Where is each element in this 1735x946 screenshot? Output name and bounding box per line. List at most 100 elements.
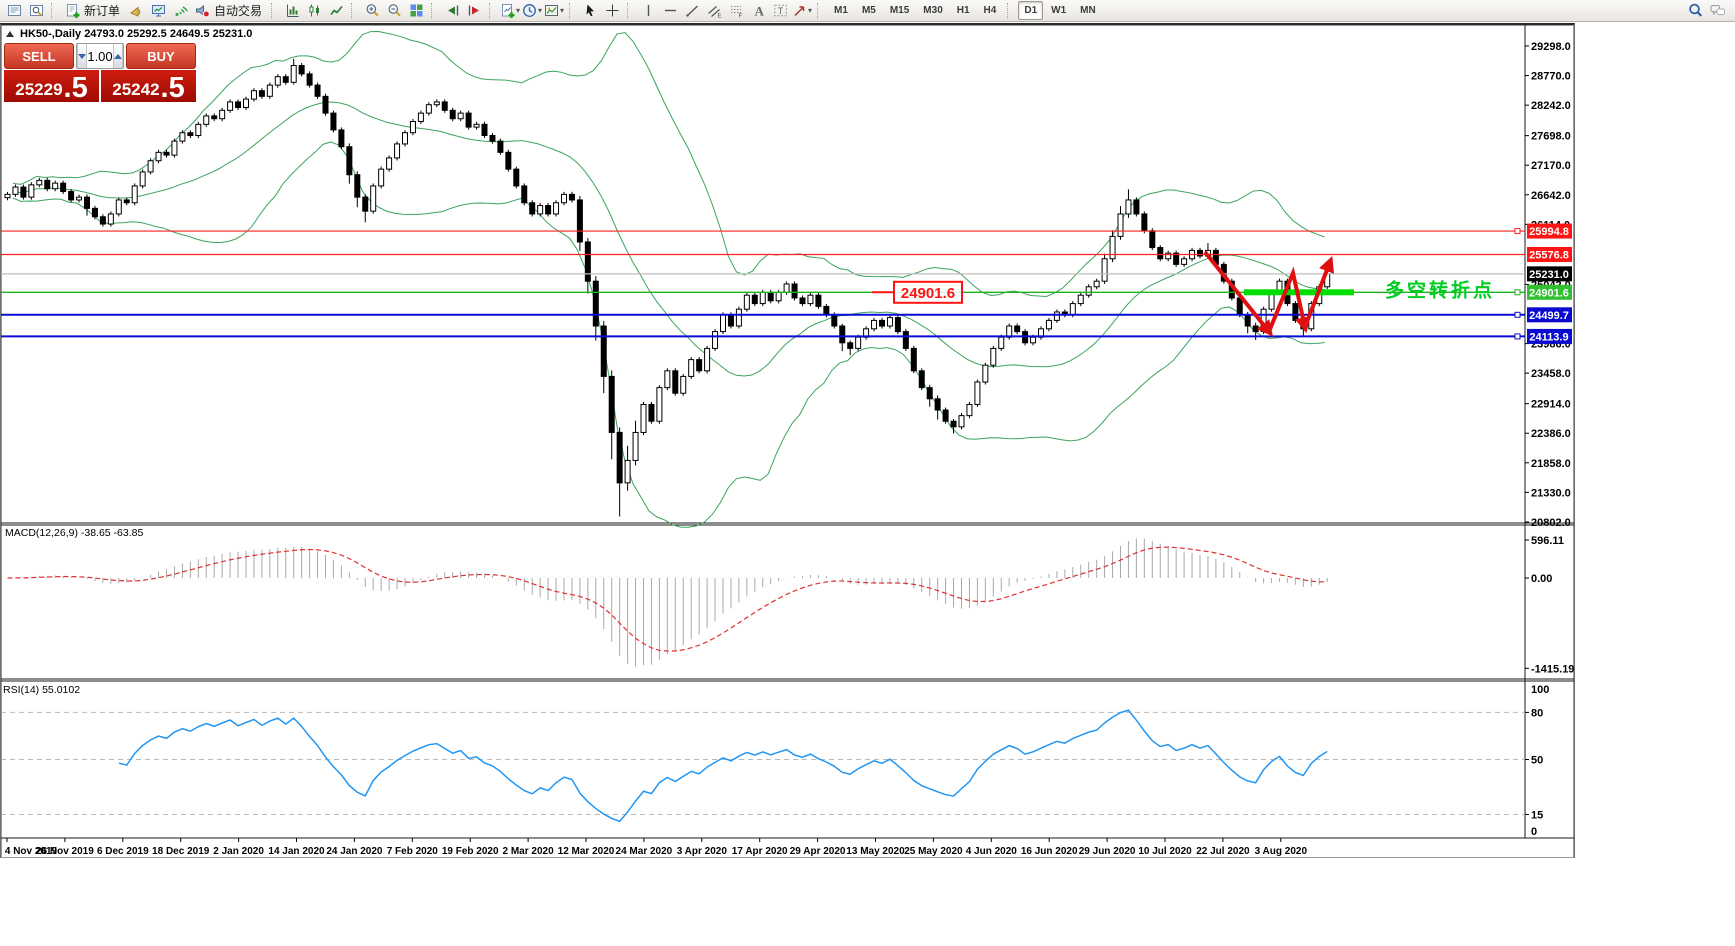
timeframe-m15-button[interactable]: M15 — [889, 5, 910, 16]
timeframe-h1-button[interactable]: H1 — [956, 5, 970, 16]
line-handle[interactable] — [1514, 289, 1521, 296]
price-tick-label: 20802.0 — [1531, 517, 1571, 529]
date-tick-label[interactable]: 2 Mar 2020 — [503, 846, 555, 857]
fibonacci-icon[interactable]: F — [725, 1, 747, 20]
line-handle[interactable] — [1514, 311, 1521, 318]
trendline-icon[interactable] — [681, 1, 703, 20]
buy-button[interactable]: BUY — [126, 43, 196, 69]
date-tick-label[interactable]: 7 Feb 2020 — [387, 846, 439, 857]
candle-body — [656, 387, 663, 422]
candle-body — [807, 294, 814, 305]
candle-body — [155, 151, 162, 162]
date-tick-label[interactable]: 29 Jun 2020 — [1079, 846, 1136, 857]
date-tick-label[interactable]: 22 Jul 2020 — [1196, 846, 1250, 857]
zigzag-arrow-annotation[interactable] — [1267, 266, 1311, 334]
buy-price-button[interactable]: 25242.5 — [101, 70, 196, 103]
crosshair-icon[interactable] — [601, 1, 623, 20]
profiles-icon[interactable]: ▾ — [521, 1, 543, 20]
horizontal-line-icon[interactable] — [659, 1, 681, 20]
turning-point-annotation[interactable]: 多空转折点 — [1385, 278, 1495, 301]
arrows-icon[interactable]: ▾ — [791, 1, 813, 20]
market-watch-icon[interactable] — [3, 1, 25, 20]
zoom-in-icon[interactable] — [361, 1, 383, 20]
sell-price-int: 25229 — [15, 80, 63, 99]
volume-increase-button[interactable] — [112, 44, 123, 68]
line-handle[interactable] — [1514, 333, 1521, 340]
date-tick-label[interactable]: 6 Dec 2019 — [97, 846, 149, 857]
date-tick-label[interactable]: 14 Jan 2020 — [268, 846, 325, 857]
vertical-line-icon[interactable] — [637, 1, 659, 20]
candle-body — [346, 146, 353, 176]
volume-value[interactable]: 1.00 — [87, 48, 113, 64]
timeframe-mn-button[interactable]: MN — [1080, 5, 1096, 16]
line-chart-icon[interactable] — [325, 1, 347, 20]
candle-body — [362, 196, 369, 212]
timeframe-m5-button[interactable]: M5 — [861, 5, 876, 16]
date-tick-label[interactable]: 18 Dec 2019 — [152, 846, 210, 857]
candle-body — [409, 121, 416, 134]
date-tick-label[interactable]: 17 Apr 2020 — [732, 846, 788, 857]
timeframe-m30-button[interactable]: M30 — [923, 5, 943, 16]
date-tick-label[interactable]: 19 Feb 2020 — [442, 846, 499, 857]
autotrading-icon[interactable] — [191, 1, 213, 20]
candle-body — [441, 101, 448, 111]
chat-icon[interactable] — [1706, 1, 1728, 20]
terminal-icon[interactable] — [147, 1, 169, 20]
date-tick-label[interactable]: 3 Aug 2020 — [1255, 846, 1308, 857]
zigzag-arrow-annotation[interactable] — [1203, 250, 1274, 337]
chart-shift-icon[interactable] — [463, 1, 485, 20]
sell-price-button[interactable]: 25229.5 — [4, 70, 99, 103]
bar-chart-icon[interactable] — [281, 1, 303, 20]
date-tick-label[interactable]: 29 Apr 2020 — [790, 846, 846, 857]
new-order-icon[interactable] — [61, 1, 83, 20]
candle-body — [1125, 199, 1132, 215]
text-icon[interactable]: A — [747, 1, 769, 20]
equidistant-channel-icon[interactable]: E — [703, 1, 725, 20]
auto-scroll-icon[interactable] — [441, 1, 463, 20]
chart-window: MACD(12,26,9) -38.65 -63.85 596.11 0.00 -14… — [0, 23, 1575, 858]
metaeditor-icon[interactable] — [125, 1, 147, 20]
date-tick-label[interactable]: 3 Apr 2020 — [677, 846, 728, 857]
search-icon[interactable] — [1684, 1, 1706, 20]
date-tick-label[interactable]: 16 Jun 2020 — [1021, 846, 1078, 857]
zoom-out-icon[interactable] — [383, 1, 405, 20]
date-tick-label[interactable]: 10 Jul 2020 — [1138, 846, 1192, 857]
bollinger-upper-band — [12, 31, 1325, 297]
new-order-label[interactable]: 新订单 — [84, 4, 121, 18]
timeframe-m1-button[interactable]: M1 — [834, 5, 848, 16]
timeframe-d1-button[interactable]: D1 — [1018, 1, 1044, 20]
date-tick-label[interactable]: 24 Jan 2020 — [326, 846, 383, 857]
chart-canvas[interactable]: MACD(12,26,9) -38.65 -63.85 596.11 0.00 -14… — [1, 25, 1574, 858]
signals-icon[interactable] — [169, 1, 191, 20]
timeframe-h4-button[interactable]: H4 — [983, 5, 997, 16]
sell-button[interactable]: SELL — [4, 43, 74, 69]
date-tick-label[interactable]: 4 Jun 2020 — [966, 846, 1018, 857]
toolbar-right-group — [1684, 1, 1728, 20]
timeframe-w1-button[interactable]: W1 — [1051, 5, 1067, 16]
data-window-icon[interactable] — [25, 1, 47, 20]
date-tick-label[interactable]: 26 Nov 2019 — [36, 846, 94, 857]
date-tick-label[interactable]: 4 Nov 2019 — [5, 846, 58, 857]
rsi-tick-label: 100 — [1531, 684, 1549, 696]
chart-title: HK50-,Daily 24793.0 25292.5 24649.5 2523… — [20, 28, 253, 40]
cursor-icon[interactable] — [579, 1, 601, 20]
candlestick-chart-icon[interactable] — [303, 1, 325, 20]
autotrading-label[interactable]: 自动交易 — [214, 4, 263, 18]
candle-body — [791, 283, 798, 299]
date-tick-label[interactable]: 25 May 2020 — [904, 846, 963, 857]
candle-body — [394, 143, 401, 159]
line-handle[interactable] — [1514, 228, 1521, 235]
volume-decrease-button[interactable] — [77, 44, 88, 68]
price-callout-box[interactable] — [893, 280, 963, 304]
date-tick-label[interactable]: 2 Jan 2020 — [213, 846, 264, 857]
zigzag-arrow-annotation[interactable] — [1303, 256, 1335, 328]
date-tick-label[interactable]: 24 Mar 2020 — [616, 846, 673, 857]
tile-windows-icon[interactable] — [405, 1, 427, 20]
date-tick-label[interactable]: 12 Mar 2020 — [558, 846, 615, 857]
new-chart-icon[interactable]: ▾ — [499, 1, 521, 20]
templates-icon[interactable]: ▾ — [543, 1, 565, 20]
text-label-icon[interactable]: T — [769, 1, 791, 20]
rsi-pane: RSI(14) 55.0102 100 80 50 15 0 — [1, 684, 1549, 838]
collapse-one-click-icon[interactable] — [6, 31, 14, 37]
date-tick-label[interactable]: 13 May 2020 — [846, 846, 905, 857]
